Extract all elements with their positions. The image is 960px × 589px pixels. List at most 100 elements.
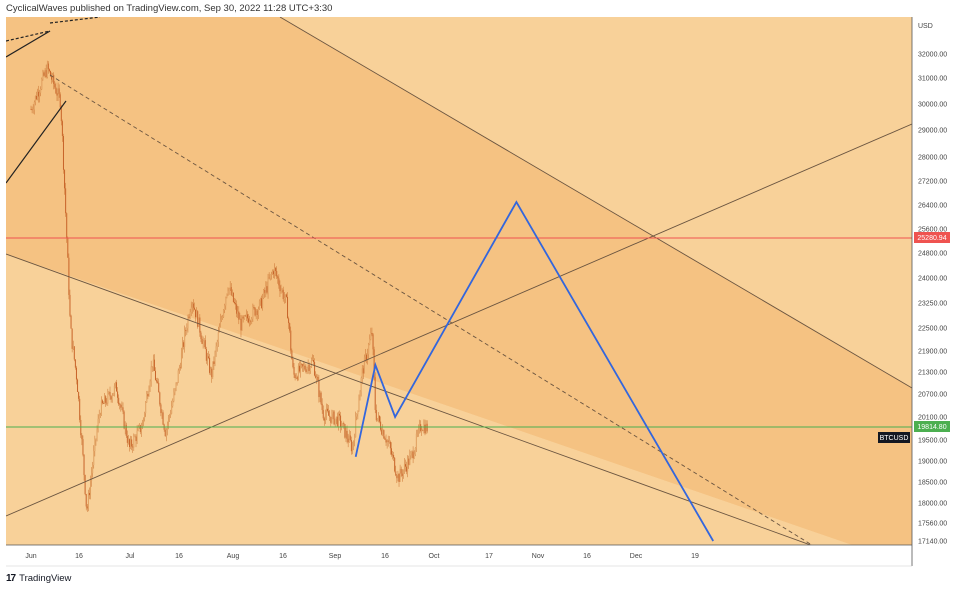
candle-body (258, 300, 260, 309)
candle-body (416, 433, 418, 435)
wave-projection-path[interactable] (354, 200, 714, 542)
candle-body (366, 354, 368, 361)
candle-body (343, 423, 345, 425)
left-short-trendline[interactable] (6, 100, 67, 184)
candle-body (177, 370, 179, 383)
upper-dashed-trendline-2[interactable] (49, 17, 101, 24)
upper-dashed-trendline[interactable] (6, 30, 51, 42)
candle-body (151, 366, 153, 368)
current-price-label: 19814.80 (917, 424, 946, 431)
candle-body (178, 367, 180, 371)
candle-body (386, 440, 388, 443)
candle-body (34, 95, 36, 103)
candle-body (118, 397, 120, 405)
candle-body (224, 305, 226, 311)
candle-body (81, 435, 83, 440)
candle-body (423, 424, 425, 431)
candle-body (395, 471, 397, 476)
candle-body (67, 238, 69, 258)
candle-body (396, 475, 398, 479)
candle-body (238, 311, 240, 320)
candle-body (318, 380, 320, 398)
candle-body (213, 361, 215, 365)
channel-lower-line[interactable] (6, 253, 852, 560)
time-tick-label: 16 (583, 553, 591, 560)
candle-body (154, 370, 156, 381)
candle-body (80, 419, 82, 436)
candle-body (180, 352, 182, 369)
candle-body (116, 382, 118, 392)
candle-body (316, 376, 318, 378)
price-tick-label: 21300.00 (918, 370, 947, 377)
candle-body (264, 290, 266, 293)
candle-body (152, 359, 154, 367)
candle-body (347, 438, 349, 443)
candle-body (394, 457, 396, 472)
candle-body (120, 404, 122, 408)
price-tick-label: 24800.00 (918, 251, 947, 258)
candle-body (329, 415, 331, 417)
price-tick-label: 18000.00 (918, 501, 947, 508)
candle-body (300, 363, 302, 372)
rising-support-line[interactable] (6, 123, 912, 517)
candle-body (119, 404, 121, 405)
candle-body (323, 418, 325, 421)
candle-body (184, 329, 186, 347)
price-tick-label: 31000.00 (918, 76, 947, 83)
candle-body (204, 340, 206, 350)
candle-body (216, 341, 218, 347)
candle-body (199, 317, 201, 333)
candle-body (236, 304, 238, 314)
candle-body (96, 429, 98, 439)
candle-body (239, 318, 241, 320)
candle-body (215, 346, 217, 352)
time-tick-label: Dec (630, 553, 643, 560)
candle-body (117, 391, 119, 398)
candle-body (345, 430, 347, 438)
candle-body (104, 396, 106, 404)
upper-short-trendline[interactable] (6, 30, 51, 58)
candle-body (376, 418, 378, 421)
candle-body (170, 413, 172, 416)
candle-body (189, 312, 191, 318)
candle-body (42, 72, 44, 80)
candle-body (424, 424, 426, 434)
candle-body (84, 475, 86, 495)
candle-body (47, 63, 49, 70)
candle-body (313, 360, 315, 362)
candle-body (241, 316, 243, 331)
candle-body (371, 332, 373, 335)
candle-body (400, 468, 402, 474)
candle-body (235, 303, 237, 305)
channel-upper-line[interactable] (279, 17, 912, 389)
candle-body (229, 287, 231, 289)
candle-body (190, 307, 192, 313)
candle-body (77, 379, 79, 393)
candle-body (30, 109, 32, 110)
candle-body (55, 87, 57, 94)
candle-body (33, 102, 35, 110)
candle-body (340, 415, 342, 427)
candle-body (110, 396, 112, 400)
candle-body (263, 290, 265, 298)
candle-body (334, 418, 336, 425)
candle-body (206, 356, 208, 361)
candle-body (311, 360, 313, 361)
candle-body (296, 377, 298, 380)
candle-body (356, 414, 358, 417)
channel-midline[interactable] (49, 74, 820, 550)
candle-body (203, 340, 205, 342)
candle-body (282, 289, 284, 300)
candle-body (145, 402, 147, 414)
candle-body (198, 317, 200, 327)
candle-body (160, 404, 162, 414)
candle-body (173, 392, 175, 402)
candle-body (56, 93, 58, 96)
candle-body (303, 365, 305, 367)
candle-body (134, 436, 136, 438)
candle-body (325, 408, 327, 415)
candle-body (249, 320, 251, 323)
candle-body (83, 454, 85, 476)
candle-body (49, 71, 51, 77)
